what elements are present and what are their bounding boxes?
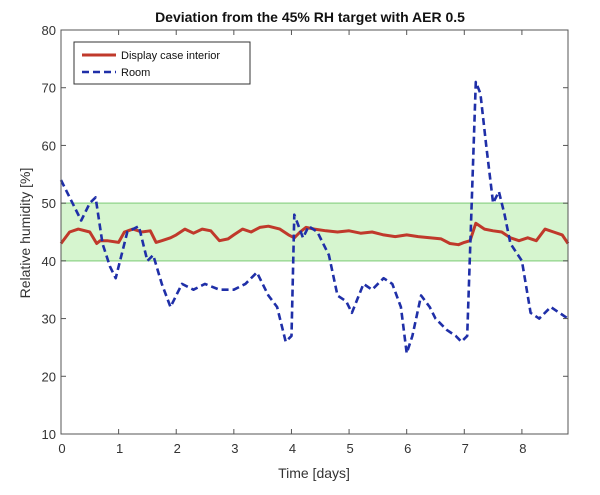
y-tick-label: 40: [42, 254, 56, 269]
x-tick-label: 7: [462, 441, 469, 456]
x-tick-label: 6: [404, 441, 411, 456]
x-tick-label: 8: [519, 441, 526, 456]
x-tick-label: 4: [289, 441, 296, 456]
x-axis-title: Time [days]: [278, 465, 350, 481]
y-tick-label: 80: [42, 23, 56, 38]
x-tick-label: 0: [58, 441, 65, 456]
legend-label: Room: [121, 67, 150, 79]
y-tick-label: 70: [42, 81, 56, 96]
x-tick-label: 1: [116, 441, 123, 456]
y-tick-label: 60: [42, 138, 56, 153]
y-tick-label: 20: [42, 369, 56, 384]
plot-frame: [60, 29, 569, 435]
y-tick-label: 10: [42, 427, 56, 442]
legend-label: Display case interior: [121, 50, 220, 62]
series-line-room: [59, 80, 569, 355]
y-axis-title: Relative humidity [%]: [17, 168, 33, 299]
x-tick-label: 3: [231, 441, 238, 456]
y-tick-label: 50: [42, 196, 56, 211]
x-tick-label: 2: [174, 441, 181, 456]
y-tick-label: 30: [42, 312, 56, 327]
x-tick-label: 5: [346, 441, 353, 456]
chart-title: Deviation from the 45% RH target with AE…: [155, 9, 465, 25]
legend-box: [73, 41, 251, 85]
